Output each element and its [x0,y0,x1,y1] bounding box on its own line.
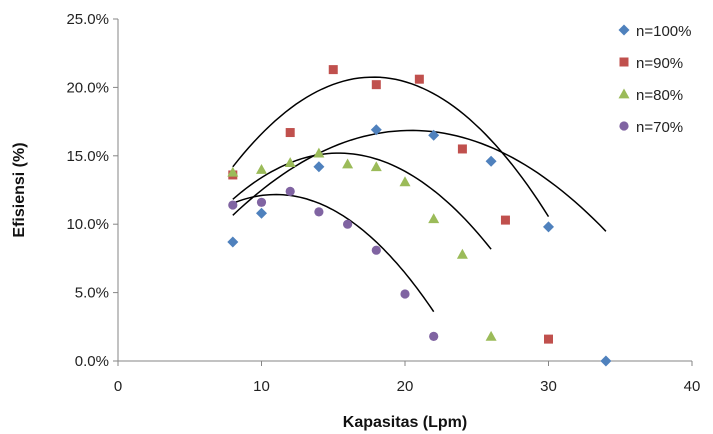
point-n100 [600,355,612,367]
point-n80 [313,147,325,158]
x-tick-label: 20 [397,378,414,395]
point-n100 [227,236,239,248]
point-n70 [343,219,353,229]
point-n100 [370,124,382,136]
point-n70 [400,289,410,299]
x-tick-label: 30 [540,378,557,395]
trendline-n90 [232,76,550,218]
y-tick-label: 10.0% [66,216,109,233]
point-n70 [256,197,267,207]
legend-marker-n100 [618,24,630,36]
point-n70 [314,207,324,217]
point-n80 [227,166,239,177]
point-n70 [371,245,381,255]
point-n70 [429,331,439,341]
y-tick-label: 5.0% [75,285,109,302]
point-n90 [285,128,295,138]
point-n90 [414,74,424,84]
point-n100 [543,221,554,233]
point-n80 [342,158,354,169]
plot-area [117,19,692,362]
point-n70 [285,186,295,196]
legend-label-n100: n=100% [636,23,691,40]
y-tick-label: 25.0% [66,11,109,28]
y-tick-label: 20.0% [66,79,109,96]
x-tick-label: 40 [684,378,701,395]
point-n90 [544,334,553,344]
x-tick-label: 0 [114,378,122,395]
point-n80 [256,163,267,174]
point-n80 [485,330,497,341]
point-n90 [371,80,381,90]
x-axis-title: Kapasitas (Lpm) [343,414,467,431]
data-markers [227,65,612,367]
point-n80 [399,176,411,187]
x-tick-label: 10 [253,378,270,395]
legend-marker-n90 [619,57,629,67]
point-n80 [370,161,382,172]
legend-marker-n70 [619,121,629,131]
point-n100 [256,207,267,219]
point-n90 [328,65,338,75]
legend: n=100% n=90% n=80% n=70% [618,23,691,136]
legend-label-n70: n=70% [636,119,683,136]
point-n100 [313,161,325,173]
y-axis-title: Efisiensi (%) [11,142,28,237]
legend-label-n80: n=80% [636,87,683,104]
point-n80 [284,157,296,168]
legend-marker-n80 [618,88,630,99]
point-n90 [500,215,510,225]
point-n70 [228,200,238,210]
point-n80 [456,248,468,259]
point-n90 [457,144,467,154]
legend-label-n90: n=90% [636,55,683,72]
point-n100 [485,155,497,167]
y-tick-label: 15.0% [66,148,109,165]
point-n100 [428,129,440,141]
y-tick-label: 0.0% [75,353,109,370]
point-n80 [428,213,440,224]
trendline-n70 [232,193,435,313]
axes: Efisiensi (%) Kapasitas (Lpm) 0.0% 5.0% 10… [11,11,700,431]
trendline-n80 [232,152,492,250]
